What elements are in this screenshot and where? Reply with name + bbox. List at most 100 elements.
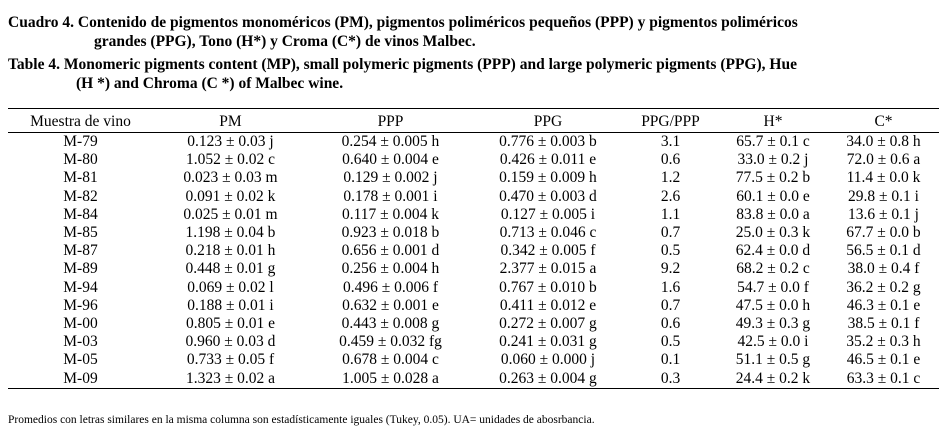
table-cell: 0.5 (660, 242, 681, 260)
table-cell: 0.448 ± 0.01 g (185, 260, 276, 278)
table-cell: 0.188 ± 0.01 i (187, 296, 274, 314)
table-cell: 0.241 ± 0.031 g (499, 333, 597, 351)
table-cell: 0.123 ± 0.03 j (187, 133, 274, 151)
caption-line: Table 4. Monomeric pigments content (MP)… (8, 56, 797, 73)
table-cell: 0.117 ± 0.004 k (341, 205, 440, 223)
table-cell: M-81 (63, 169, 98, 187)
table-footnote: Promedios con letras similares en la mis… (8, 414, 595, 426)
table-row: M-80 1.052 ± 0.02 c 0.640 ± 0.004 e 0.426 ±… (8, 151, 939, 169)
table-cell: 11.4 ± 0.0 k (846, 169, 921, 187)
table-row: M-03 0.960 ± 0.03 d 0.459 ± 0.032 fg 0.241 … (8, 333, 939, 351)
table-cell: M-00 (63, 314, 98, 332)
table-cell: 0.060 ± 0.000 j (500, 351, 596, 369)
table-cell: 47.5 ± 0.0 h (735, 296, 811, 314)
table-cell: 1.2 (660, 169, 681, 187)
table-cell: 0.025 ± 0.01 m (183, 205, 278, 223)
table-cell: 0.7 (660, 296, 681, 314)
table-cell: 46.5 ± 0.1 e (846, 351, 921, 369)
table-cell: 24.4 ± 0.2 k (735, 369, 811, 387)
column-header: PPP (377, 112, 404, 130)
table-cell: 0.256 ± 0.004 h (341, 260, 440, 278)
table-cell: M-96 (63, 296, 98, 314)
table-row: M-94 0.069 ± 0.02 l 0.496 ± 0.006 f 0.767 ±… (8, 279, 939, 297)
table-cell: 72.0 ± 0.6 a (846, 151, 921, 169)
table-cell: 0.713 ± 0.046 c (499, 224, 597, 242)
table-cell: 0.1 (660, 351, 681, 369)
table-cell: 60.1 ± 0.0 e (736, 187, 810, 205)
table-cell: M-03 (63, 333, 98, 351)
table-cell: 0.960 ± 0.03 d (185, 333, 276, 351)
table-cell: 38.0 ± 0.4 f (847, 260, 920, 278)
table-cell: 1.005 ± 0.028 a (342, 369, 439, 387)
table-cell: 13.6 ± 0.1 j (848, 205, 919, 223)
table-cell: 0.640 ± 0.004 e (342, 151, 439, 169)
table-cell: 46.3 ± 0.1 e (846, 296, 921, 314)
table-cell: 62.4 ± 0.0 d (735, 242, 811, 260)
table-cell: M-87 (63, 242, 98, 260)
table-cell: 0.678 ± 0.004 c (342, 351, 439, 369)
table-cell: 0.069 ± 0.02 l (187, 278, 274, 296)
table-cell: M-89 (63, 260, 98, 278)
table-row: M-87 0.218 ± 0.01 h 0.656 ± 0.001 d 0.342 ±… (8, 242, 939, 260)
table-row: M-85 1.198 ± 0.04 b 0.923 ± 0.018 b 0.713 ±… (8, 224, 939, 242)
table-cell: 0.767 ± 0.010 b (499, 278, 597, 296)
table-cell: M-84 (63, 205, 98, 223)
table-cell: 1.052 ± 0.02 c (185, 151, 275, 169)
caption-line: (H *) and Chroma (C *) of Malbec wine. (76, 75, 344, 92)
table-cell: 0.218 ± 0.01 h (185, 242, 276, 260)
table-cell: 3.1 (660, 133, 681, 151)
table-cell: 0.6 (660, 151, 681, 169)
table-cell: 0.127 ± 0.005 i (500, 205, 596, 223)
table-cell: 36.2 ± 0.2 g (846, 278, 921, 296)
table-cell: 0.443 ± 0.008 g (341, 314, 440, 332)
table-cell: 38.5 ± 0.1 f (847, 314, 920, 332)
table-cell: 67.7 ± 0.0 b (846, 224, 921, 242)
table-cell: 0.5 (660, 333, 681, 351)
column-header: PPG/PPP (641, 112, 700, 130)
table-cell: 65.7 ± 0.1 c (736, 133, 810, 151)
table-row: M-00 0.805 ± 0.01 e 0.443 ± 0.008 g 0.272 ±… (8, 315, 939, 333)
table-cell: 54.7 ± 0.0 f (737, 278, 809, 296)
table-cell: 33.0 ± 0.2 j (737, 151, 809, 169)
table-cell: M-82 (63, 187, 98, 205)
caption-line: Cuadro 4. Contenido de pigmentos monomér… (8, 14, 798, 31)
table-cell: 0.6 (660, 314, 681, 332)
table-cell: 0.091 ± 0.02 k (185, 187, 276, 205)
table-row: M-09 1.323 ± 0.02 a 1.005 ± 0.028 a 0.263 ±… (8, 369, 939, 389)
table-cell: M-85 (63, 224, 98, 242)
table-cell: 1.1 (660, 205, 681, 223)
table-cell: 51.1 ± 0.5 g (735, 351, 811, 369)
table-cell: 42.5 ± 0.0 i (737, 333, 809, 351)
table-cell: 0.656 ± 0.001 d (341, 242, 440, 260)
table-cell: 0.023 ± 0.03 m (183, 169, 278, 187)
table-cell: 0.733 ± 0.05 f (186, 351, 275, 369)
table-row: M-89 0.448 ± 0.01 g 0.256 ± 0.004 h 2.377 ±… (8, 260, 939, 278)
table-row: M-82 0.091 ± 0.02 k 0.178 ± 0.001 i 0.470 ±… (8, 188, 939, 206)
table-cell: 1.198 ± 0.04 b (185, 224, 276, 242)
table-cell: 35.2 ± 0.3 h (846, 333, 921, 351)
table-cell: 49.3 ± 0.3 g (735, 314, 811, 332)
table-cell: 29.8 ± 0.1 i (848, 187, 919, 205)
column-header: PM (219, 112, 242, 130)
table-cell: 83.8 ± 0.0 a (736, 205, 810, 223)
table-row: M-96 0.188 ± 0.01 i 0.632 ± 0.001 e 0.411 ±… (8, 297, 939, 315)
table-cell: 68.2 ± 0.2 c (736, 260, 810, 278)
table-cell: 9.2 (660, 260, 681, 278)
table-cell: 1.6 (660, 278, 681, 296)
table-cell: 0.129 ± 0.002 j (343, 169, 438, 187)
caption-line: grandes (PPG), Tono (H*) y Croma (C*) de… (94, 33, 476, 50)
table-caption-spanish: Cuadro 4. Contenido de pigmentos monomér… (8, 13, 942, 51)
table-cell: M-94 (63, 278, 98, 296)
table-cell: M-05 (63, 351, 98, 369)
table-cell: M-79 (63, 133, 98, 151)
table-cell: 0.7 (660, 224, 681, 242)
table-cell: 0.805 ± 0.01 e (185, 314, 275, 332)
table-cell: 0.632 ± 0.001 e (342, 296, 439, 314)
table-cell: 56.5 ± 0.1 d (846, 242, 921, 260)
table-cell: 1.323 ± 0.02 a (185, 369, 275, 387)
table-cell: 0.272 ± 0.007 g (499, 314, 597, 332)
table-cell: 0.342 ± 0.005 f (500, 242, 596, 260)
table-cell: 25.0 ± 0.3 k (735, 224, 811, 242)
table-row: M-79 0.123 ± 0.03 j 0.254 ± 0.005 h 0.776 ±… (8, 133, 939, 152)
table-cell: 0.496 ± 0.006 f (342, 278, 439, 296)
